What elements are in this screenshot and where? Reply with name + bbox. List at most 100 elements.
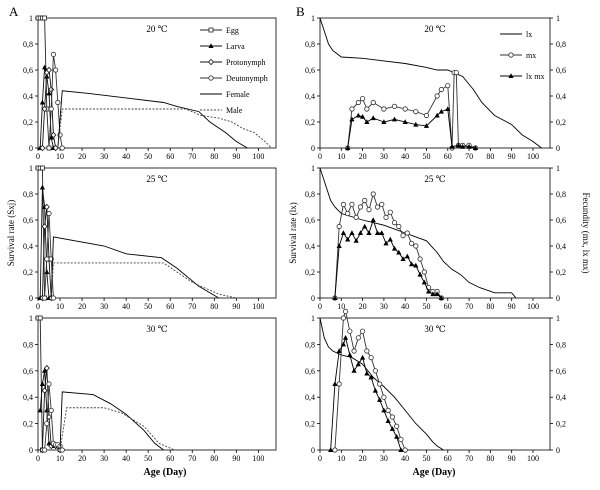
x-tick-label: 50 [144, 302, 152, 311]
marker-mx [357, 204, 364, 210]
marker-deutonymph [48, 407, 54, 413]
marker-mx [408, 240, 415, 246]
legend-item-mx: mx [500, 51, 536, 60]
marker-mx [374, 204, 381, 210]
marker-deutonymph [50, 51, 57, 58]
x-tick-label: 60 [444, 152, 452, 161]
x-tick-label: 100 [527, 302, 539, 311]
marker-deutonymph [46, 145, 52, 151]
marker-lx-mx [364, 119, 370, 124]
subplot-title: 20 ℃ [146, 24, 167, 34]
legend-item-egg: Egg [200, 26, 239, 35]
marker-lx-mx [353, 238, 359, 243]
x-axis-label-b: Age (Day) [412, 467, 455, 478]
series-line-lx [319, 17, 542, 149]
x-tick-label: 80 [486, 152, 494, 161]
y-axis-label: Survival rate (Sxj) [6, 200, 16, 267]
series-line-female [59, 391, 164, 451]
panel-label-a: A [9, 4, 19, 19]
marker-mx [342, 308, 349, 314]
marker-lx-mx [379, 230, 385, 235]
x-tick-label: 70 [465, 454, 473, 463]
marker-mx [379, 201, 385, 207]
x-tick-label: 90 [232, 152, 240, 161]
marker-mx [340, 315, 347, 321]
marker-lx-mx [381, 407, 387, 413]
plot-frame [319, 167, 551, 299]
series-line-female [57, 90, 248, 149]
y-tick-label: 0,6 [23, 66, 33, 75]
marker-larva [208, 43, 214, 48]
marker-lx-mx [381, 119, 387, 124]
x-tick-label: 40 [401, 152, 409, 161]
marker-lx-mx [385, 418, 391, 423]
x-tick-label: 0 [36, 454, 40, 463]
legend-item-female: Female [200, 90, 250, 99]
y-tick-label: 0,2 [23, 118, 33, 127]
y-tick-label: 0,2 [305, 268, 315, 277]
marker-lx-mx [345, 236, 351, 242]
legend-item-deutonymph: Deutonymph [200, 74, 268, 83]
marker-lx-mx [400, 256, 406, 261]
x-tick-label: 40 [122, 454, 130, 463]
x-tick-label: 70 [188, 302, 196, 311]
marker-lx-mx [362, 223, 368, 229]
legend-label: Larva [226, 42, 245, 51]
series-lx [319, 167, 517, 299]
y2-tick-label: 0,2 [556, 268, 566, 277]
y-tick-label: 0,4 [305, 92, 315, 101]
marker-lx-mx [357, 230, 364, 235]
marker-lx-mx [402, 119, 408, 124]
marker-mx [381, 394, 387, 400]
y-tick-label: 0,4 [305, 242, 315, 251]
y2-tick-label: 0,8 [556, 190, 566, 199]
series-lx-mx [328, 335, 404, 452]
x-tick-label: 40 [122, 302, 130, 311]
marker-deutonymph [53, 67, 59, 73]
marker-lx-mx [438, 295, 444, 300]
series-line-mx [334, 309, 406, 451]
y-tick-label: 0,6 [23, 367, 33, 376]
marker-larva [46, 90, 52, 96]
marker-lx-mx [391, 245, 398, 251]
marker-lx-mx [332, 381, 338, 386]
x-tick-label: 30 [100, 454, 108, 463]
x-tick-label: 70 [465, 302, 473, 311]
y2-tick-label: 0,6 [556, 216, 566, 225]
marker-lx-mx [391, 116, 398, 122]
x-tick-label: 10 [337, 302, 345, 311]
marker-mx [453, 70, 459, 76]
x-tick-label: 70 [465, 152, 473, 161]
legend-label: Male [226, 106, 243, 115]
marker-mx [355, 99, 361, 106]
x-tick-label: 60 [444, 454, 452, 463]
y-tick-label: 0 [311, 144, 315, 153]
marker-mx [372, 368, 378, 374]
legend-label: lx mx [526, 72, 544, 81]
marker-protonymph [48, 86, 55, 93]
y-tick-label: 0,4 [23, 92, 33, 101]
marker-lx-mx [421, 279, 427, 285]
series-female [50, 236, 219, 299]
y-tick-label: 0,4 [305, 393, 315, 402]
x-tick-label: 50 [144, 454, 152, 463]
y2-tick-label: 0,4 [556, 92, 566, 101]
legend-item-lx-mx: lx mx [500, 72, 544, 81]
marker-lx-mx [349, 116, 355, 122]
marker-lx-mx [430, 291, 436, 297]
series-protonymph [39, 66, 59, 152]
x-tick-label: 50 [422, 152, 430, 161]
x-tick-label: 0 [318, 454, 322, 463]
x-tick-label: 0 [36, 152, 40, 161]
y-tick-label: 0,6 [23, 216, 33, 225]
marker-mx [438, 86, 444, 93]
legend-item-lx: lx [500, 30, 532, 39]
plot-frame [319, 17, 551, 149]
x-tick-label: 40 [401, 454, 409, 463]
y-tick-label: 0 [29, 446, 33, 455]
marker-mx [402, 447, 408, 453]
x-tick-label: 20 [78, 454, 86, 463]
